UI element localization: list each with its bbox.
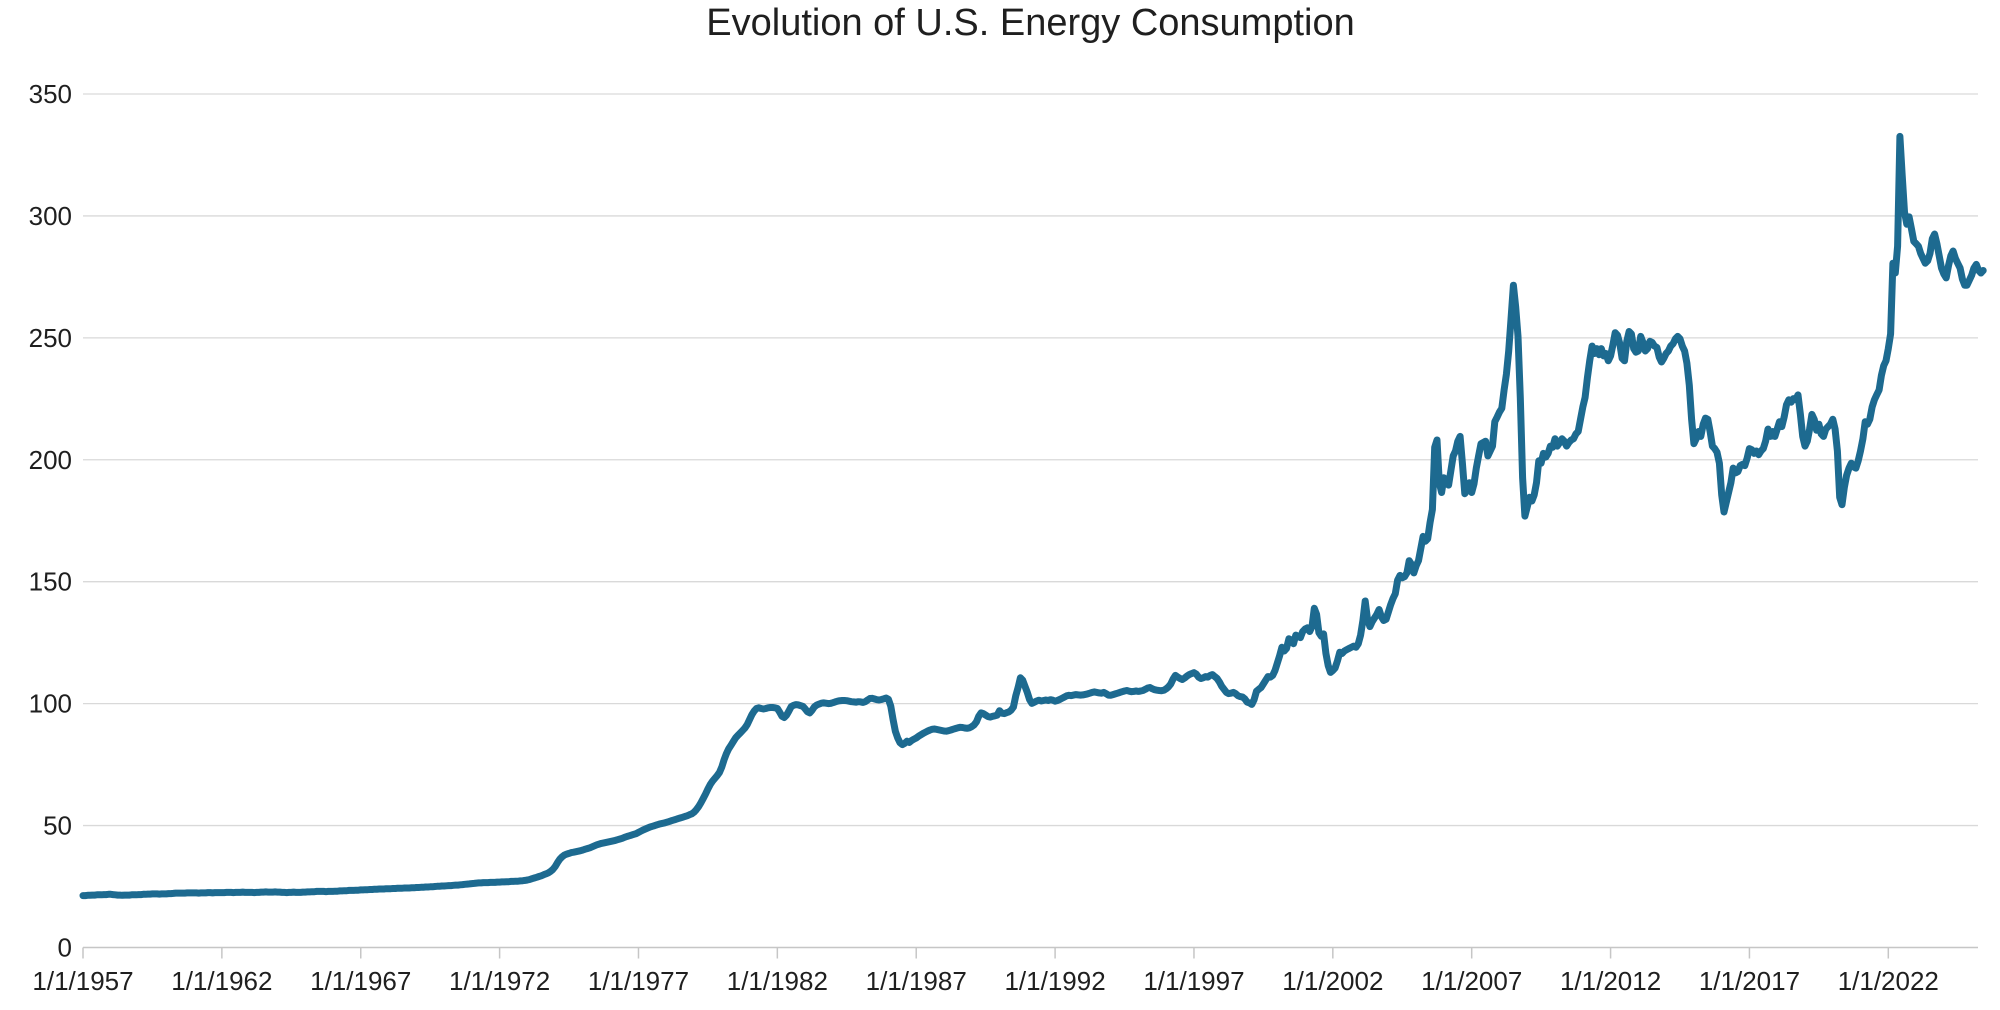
y-axis-labels: 0 50 100 150 200 250 300 350 [29,79,72,963]
gridlines [83,93,1978,949]
x-tick-label: 1/1/2002 [1282,966,1383,996]
x-tick-label: 1/1/2012 [1560,966,1661,996]
x-tick-label: 1/1/1992 [1004,966,1105,996]
y-tick-label: 300 [29,201,72,231]
x-tick-label: 1/1/1957 [32,966,133,996]
y-tick-label: 200 [29,445,72,475]
x-tick-label: 1/1/2007 [1421,966,1522,996]
x-tick-label: 1/1/1997 [1143,966,1244,996]
x-tick-label: 1/1/1987 [866,966,967,996]
chart-title: Evolution of U.S. Energy Consumption [706,2,1355,44]
x-axis-labels: 1/1/1957 1/1/1962 1/1/1967 1/1/1972 1/1/1977… [32,966,1939,996]
x-tick-label: 1/1/2022 [1838,966,1939,996]
x-tick-label: 1/1/2017 [1699,966,1800,996]
y-tick-label: 150 [29,567,72,597]
x-tick-label: 1/1/1967 [310,966,411,996]
y-tick-label: 250 [29,323,72,353]
data-line-energy [79,132,1987,900]
y-tick-label: 0 [58,933,72,963]
x-axis-ticks [82,947,1890,959]
x-tick-label: 1/1/1962 [171,966,272,996]
x-tick-label: 1/1/1972 [449,966,550,996]
y-tick-label: 350 [29,79,72,109]
y-tick-label: 50 [43,811,72,841]
x-tick-label: 1/1/1977 [588,966,689,996]
x-tick-label: 1/1/1982 [727,966,828,996]
y-tick-label: 100 [29,689,72,719]
